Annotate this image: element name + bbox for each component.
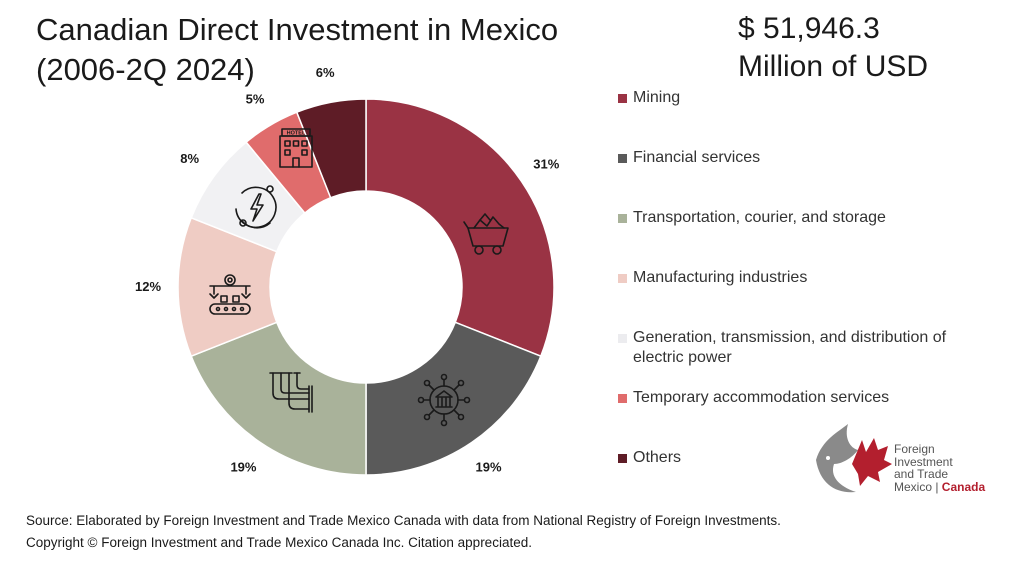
source-note: Source: Elaborated by Foreign Investment…	[26, 513, 781, 528]
slice-label-4: 8%	[180, 151, 199, 166]
logo-line2: Investment	[894, 454, 953, 469]
hotel-sign-label: HOTEL	[287, 131, 306, 137]
slice-label-3: 12%	[135, 279, 161, 294]
legend-item-3: Manufacturing industries	[618, 268, 993, 288]
slice-label-0: 31%	[533, 156, 559, 171]
chart-title-line1: Canadian Direct Investment in Mexico	[36, 12, 559, 47]
chart-title-line2: (2006-2Q 2024)	[36, 52, 255, 87]
logo-canada: Canada	[941, 479, 986, 494]
slice-label-6: 6%	[316, 65, 335, 80]
legend-swatch	[618, 94, 627, 103]
slice-label-5: 5%	[246, 91, 265, 106]
slice-others	[295, 98, 367, 199]
total-value: $ 51,946.3	[738, 12, 880, 45]
logo-line1: Foreign	[894, 442, 935, 456]
total-unit: Million of USD	[738, 50, 929, 83]
logo-line3: and Trade	[894, 467, 949, 481]
footer: Source: Elaborated by Foreign Investment…	[26, 510, 781, 554]
legend-label: Others	[633, 449, 682, 466]
legend-item-5: Temporary accommodation services	[618, 388, 993, 408]
legend-swatch	[618, 394, 627, 403]
mine-cart-icon	[463, 213, 509, 255]
legend-swatch	[618, 214, 627, 223]
logo-bird-gray	[816, 424, 858, 493]
legend-swatch	[618, 154, 627, 163]
logo-leaf-red	[852, 438, 892, 486]
legend-label: Temporary accommodation services	[633, 389, 890, 406]
chart-title: Canadian Direct Investment in Mexico (20…	[36, 10, 676, 90]
legend-swatch	[618, 454, 627, 463]
legend-label: Mining	[633, 89, 681, 106]
pipeline-icon	[269, 372, 313, 413]
legend-swatch	[618, 274, 627, 283]
slice-mining	[365, 98, 555, 358]
legend-label: Generation, transmission, and distributi…	[633, 329, 947, 366]
company-logo	[816, 424, 892, 493]
legend-swatch	[618, 334, 627, 343]
slice-label-1: 19%	[476, 459, 502, 474]
electric-power-icon	[235, 185, 277, 229]
slice-financial-services	[365, 321, 542, 476]
legend-item-4: Generation, transmission, and distributi…	[618, 328, 993, 368]
bank-network-icon	[417, 373, 471, 427]
legend-item-2: Transportation, courier, and storage	[618, 208, 993, 228]
legend-label: Financial services	[633, 149, 761, 166]
copyright-note: Copyright © Foreign Investment and Trade…	[26, 535, 532, 550]
legend-label: Manufacturing industries	[633, 269, 808, 286]
logo-text: Foreign Investment and Trade Mexico | Ca…	[894, 443, 985, 493]
legend-item-1: Financial services	[618, 148, 993, 168]
legend-item-6: Others	[618, 448, 993, 468]
legend-label: Transportation, courier, and storage	[633, 209, 886, 226]
assembly-line-icon	[209, 274, 251, 315]
logo-mexico: Mexico |	[894, 479, 942, 494]
logo-line4: Mexico | Canada	[894, 479, 986, 494]
total-investment: $ 51,946.3 Million of USD	[738, 10, 928, 86]
legend-item-0: Mining	[618, 88, 993, 108]
hotel-icon	[279, 128, 313, 168]
slice-label-2: 19%	[230, 459, 256, 474]
